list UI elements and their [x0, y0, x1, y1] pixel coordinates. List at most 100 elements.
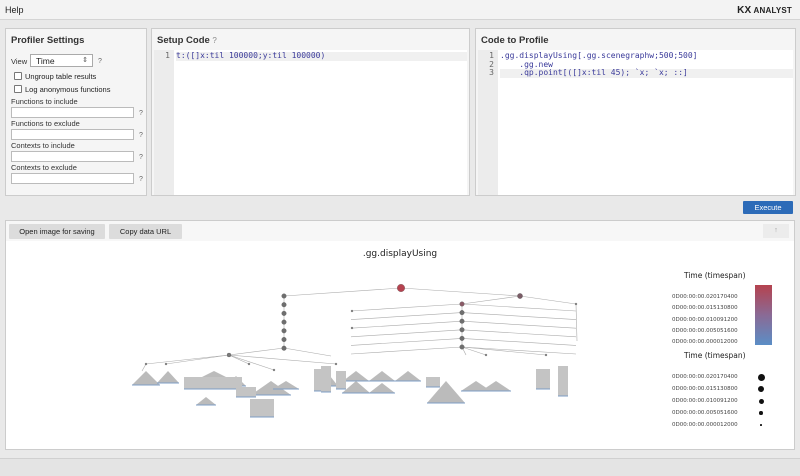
tree-node — [397, 284, 405, 292]
size-legend-label: 0D00:00:00.005051600 — [672, 410, 738, 416]
tree-node — [517, 293, 523, 299]
size-legend-label: 0D00:00:00.010091200 — [672, 398, 738, 404]
tree-edge — [400, 287, 521, 297]
tree-edge — [145, 354, 230, 365]
ungroup-label: Ungroup table results — [25, 72, 97, 81]
tree-node — [281, 337, 287, 342]
subtree-comb — [236, 387, 256, 397]
size-legend-title: Time (timespan) — [684, 351, 746, 360]
help-icon[interactable]: ? — [139, 132, 143, 139]
tree-edge — [283, 287, 402, 297]
color-legend-label: 0D00:00:00.010091200 — [672, 316, 738, 323]
tree-node — [281, 328, 287, 334]
help-icon[interactable]: ? — [212, 36, 217, 45]
tree-node — [281, 345, 287, 351]
code-line: t:([]x:til 100000;y:til 100000) — [176, 51, 467, 61]
tree-edge — [283, 347, 332, 357]
color-gradient-bar — [755, 285, 772, 345]
size-legend-label: 0D00:00:00.000012000 — [672, 422, 738, 428]
tree-edge — [141, 363, 147, 372]
functions-exclude-input[interactable] — [11, 129, 134, 140]
top-bar: Help KX ANALYST — [0, 0, 800, 20]
tree-edge — [461, 295, 521, 305]
tree-node — [544, 353, 548, 357]
functions-exclude-label: Functions to exclude — [11, 119, 80, 128]
copy-data-url-button[interactable]: Copy data URL — [109, 224, 182, 239]
tree-node — [459, 310, 465, 316]
subtree-triangle — [196, 397, 216, 405]
subtree-comb — [536, 369, 550, 389]
setup-code-editor[interactable]: 1 t:([]x:til 100000;y:til 100000) — [154, 50, 467, 195]
color-legend-title: Time (timespan) — [684, 271, 746, 280]
ungroup-checkbox[interactable] — [14, 72, 22, 80]
tree-edge — [461, 312, 577, 320]
tree-node — [281, 310, 287, 316]
tree-edge — [461, 346, 487, 356]
log-anonymous-checkbox[interactable] — [14, 85, 22, 93]
setup-code-panel: Setup Code ? 1 t:([]x:til 100000;y:til 1… — [151, 28, 470, 196]
code-lines: .gg.displayUsing[.gg.scenegraphw;500;500… — [500, 51, 793, 78]
tree-edge — [350, 338, 463, 346]
tree-edge — [461, 346, 547, 356]
contexts-exclude-label: Contexts to exclude — [11, 163, 77, 172]
color-legend-label: 0D00:00:00.005051600 — [672, 327, 738, 334]
subtree-triangle — [343, 371, 369, 381]
tree-edge — [350, 303, 463, 312]
subtree-triangle — [132, 371, 160, 385]
color-legend-label: 0D00:00:00.020170400 — [672, 294, 738, 300]
size-legend-label: 0D00:00:00.020170400 — [672, 374, 738, 380]
tree-edge — [461, 303, 577, 312]
tree-node — [574, 302, 578, 306]
subtree-triangle — [369, 371, 395, 381]
tree-node — [459, 344, 465, 350]
subtree-triangle — [273, 381, 299, 389]
functions-include-input[interactable] — [11, 107, 134, 118]
tree-edge — [461, 338, 577, 346]
contexts-include-input[interactable] — [11, 151, 134, 162]
bottom-bar — [0, 458, 800, 476]
tree-edge — [461, 329, 577, 338]
tree-edge — [350, 329, 463, 338]
help-menu[interactable]: Help — [5, 5, 24, 15]
tree-node — [144, 362, 148, 366]
tree-edge — [228, 354, 275, 371]
subtree-comb — [184, 377, 214, 389]
help-icon[interactable]: ? — [139, 176, 143, 183]
view-select[interactable]: Time ⇕ — [30, 54, 93, 67]
panel-title: Code to Profile — [481, 35, 549, 46]
tree-edge — [350, 320, 463, 329]
execute-button[interactable]: Execute — [743, 201, 793, 214]
tree-node — [281, 319, 287, 325]
help-icon[interactable]: ? — [98, 58, 102, 65]
log-anonymous-label: Log anonymous functions — [25, 85, 111, 94]
output-panel: Open image for saving Copy data URL ↑ .g… — [5, 220, 795, 450]
subtree-comb — [336, 371, 346, 389]
tree-node — [459, 327, 465, 333]
subtree-triangle — [342, 381, 370, 393]
subtree-comb — [250, 399, 274, 417]
open-image-button[interactable]: Open image for saving — [9, 224, 105, 239]
help-icon[interactable]: ? — [139, 110, 143, 117]
graph-title: .gg.displayUsing — [362, 249, 438, 259]
subtree-triangle — [157, 371, 179, 383]
tree-node — [281, 302, 287, 308]
tree-edge — [350, 346, 463, 355]
tree-edge — [165, 354, 230, 365]
tree-edge — [228, 347, 285, 356]
help-icon[interactable]: ? — [139, 154, 143, 161]
contexts-exclude-input[interactable] — [11, 173, 134, 184]
call-tree-graph — [132, 284, 578, 418]
functions-include-label: Functions to include — [11, 97, 78, 106]
color-legend-label: 0D00:00:00.015130800 — [672, 305, 738, 312]
scroll-up-button[interactable]: ↑ — [763, 224, 789, 238]
size-legend-label: 0D00:00:00.015130800 — [672, 386, 738, 392]
subtree-triangle — [369, 383, 395, 393]
size-legend-dot — [759, 411, 763, 415]
subtree-triangle — [461, 381, 491, 391]
tree-edge — [519, 295, 577, 305]
tree-node — [334, 362, 338, 366]
tree-edge — [350, 312, 463, 320]
